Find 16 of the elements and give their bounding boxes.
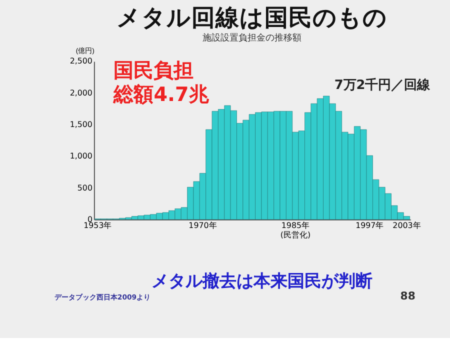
chart-subtitle: 施設設置負担金の推移額: [202, 32, 302, 44]
annotation: 総額4.7兆: [112, 82, 210, 106]
text: 88: [400, 290, 416, 303]
chart-title: メタル回線は国民のもの: [116, 4, 388, 32]
x-tick-label: 1970年: [188, 220, 217, 230]
annotation: 7万2千円／回線: [334, 76, 432, 93]
annotation: 国民負担: [114, 59, 194, 82]
y-tick-label: 1,000: [70, 152, 92, 161]
y-tick-label: 500: [77, 183, 92, 192]
text: メタル撤去は本来国民が判断: [152, 270, 373, 291]
x-tick-label: 1985年 (民営化): [280, 220, 311, 240]
x-tick-label: 2003年: [392, 220, 421, 230]
y-tick-label: 2,500: [70, 56, 92, 66]
y-tick-label: 2,000: [70, 88, 92, 98]
y-tick-label: 1,500: [70, 120, 92, 129]
x-tick-label: 1997年: [356, 220, 384, 230]
